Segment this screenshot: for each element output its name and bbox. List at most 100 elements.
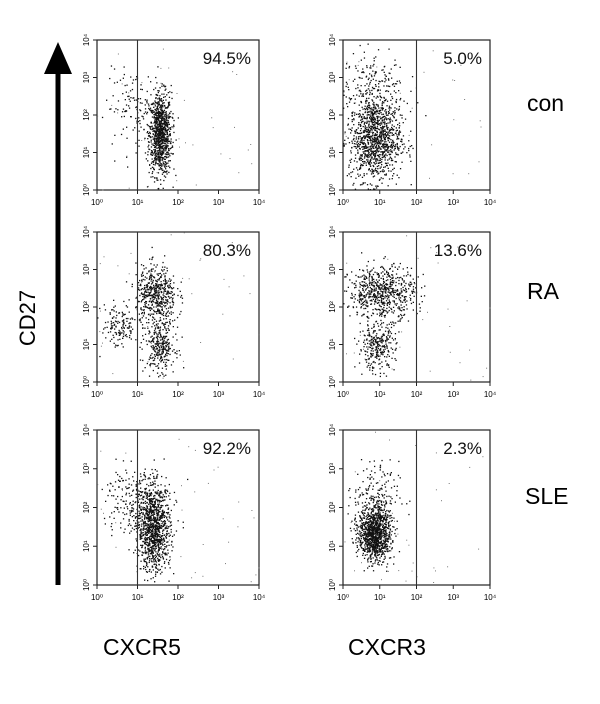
data-point: [402, 122, 404, 124]
data-point: [391, 120, 394, 122]
data-point: [156, 130, 158, 133]
data-point: [384, 159, 386, 161]
data-point: [153, 296, 155, 298]
data-point: [377, 89, 379, 92]
data-point: [168, 321, 171, 323]
data-point: [155, 159, 157, 161]
data-point: [356, 161, 358, 163]
data-point: [143, 568, 145, 570]
data-point: [188, 278, 190, 280]
gate-percent-label: 94.5%: [203, 49, 251, 68]
data-point: [128, 325, 131, 327]
data-point: [154, 153, 157, 155]
data-point: [156, 294, 158, 296]
data-point: [372, 354, 374, 356]
data-point: [163, 116, 165, 118]
data-point: [158, 120, 160, 122]
data-point: [372, 133, 374, 135]
data-point: [376, 162, 378, 164]
data-point: [359, 44, 361, 47]
data-point: [145, 305, 147, 307]
data-point: [115, 326, 117, 328]
data-point: [370, 293, 372, 295]
data-point: [142, 309, 145, 311]
data-point: [153, 313, 155, 315]
data-point: [401, 317, 403, 319]
data-point: [389, 335, 391, 337]
data-point: [391, 287, 393, 290]
data-point: [388, 355, 390, 357]
data-point: [159, 491, 161, 493]
data-point: [375, 122, 378, 125]
data-point: [165, 157, 168, 159]
data-point: [163, 269, 165, 271]
data-point: [157, 326, 159, 328]
data-point: [153, 363, 155, 365]
data-point: [143, 294, 145, 296]
data-point: [355, 136, 358, 138]
data-point: [141, 140, 143, 141]
data-point: [160, 106, 162, 108]
data-point: [404, 298, 406, 300]
data-point: [158, 150, 160, 152]
data-point: [171, 350, 174, 352]
data-point: [375, 107, 377, 110]
data-point: [139, 122, 141, 125]
data-point: [388, 48, 390, 50]
data-point: [369, 139, 372, 141]
data-point: [349, 279, 351, 281]
data-point: [155, 348, 157, 350]
data-point: [401, 295, 403, 297]
data-point: [390, 291, 392, 293]
data-point: [388, 149, 390, 152]
data-point: [157, 90, 159, 92]
data-point: [372, 309, 374, 311]
data-point: [398, 90, 400, 92]
data-point: [154, 126, 156, 128]
data-point: [148, 295, 150, 297]
data-point: [162, 139, 164, 141]
data-point: [167, 507, 170, 509]
data-point: [147, 517, 149, 519]
data-point: [115, 311, 117, 313]
data-point: [380, 266, 382, 268]
data-point: [356, 343, 358, 345]
data-point: [410, 90, 412, 92]
data-point: [364, 126, 366, 128]
data-point: [155, 287, 157, 290]
data-point: [97, 317, 99, 319]
data-point: [460, 64, 462, 66]
data-point: [411, 290, 413, 292]
data-point: [392, 288, 394, 290]
data-point: [168, 544, 170, 546]
data-point: [166, 345, 168, 347]
data-point: [395, 152, 397, 154]
data-point: [166, 292, 168, 294]
data-point: [159, 150, 161, 153]
data-point: [130, 326, 132, 328]
data-point: [167, 92, 169, 94]
data-point: [369, 81, 371, 84]
data-point: [378, 340, 381, 342]
data-point: [370, 118, 372, 120]
data-point: [166, 331, 169, 334]
data-point: [169, 302, 171, 304]
data-point: [135, 142, 137, 144]
data-point: [121, 328, 123, 330]
data-point: [155, 511, 157, 513]
data-point: [151, 154, 154, 156]
data-point: [368, 169, 370, 171]
y-tick-label: 10¹: [328, 338, 337, 350]
data-point: [368, 272, 370, 274]
data-point: [376, 90, 379, 92]
data-point: [163, 104, 166, 107]
data-point: [349, 98, 352, 100]
data-point: [159, 161, 161, 163]
data-point: [393, 113, 396, 115]
data-point: [392, 141, 394, 143]
data-point: [377, 344, 379, 346]
data-point: [154, 351, 157, 353]
data-point: [382, 308, 384, 310]
data-point: [399, 66, 401, 68]
data-point: [392, 142, 394, 144]
